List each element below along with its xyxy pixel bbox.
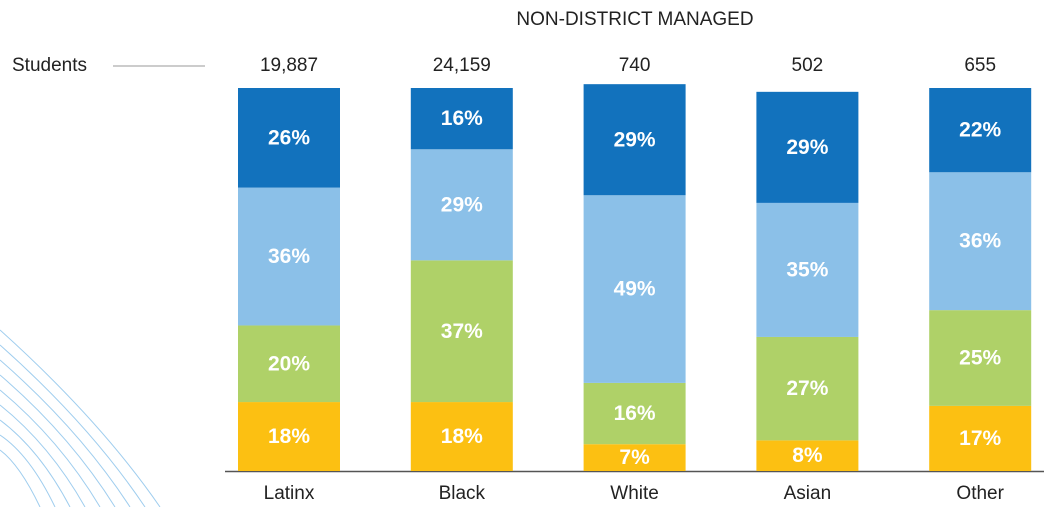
data-label: 7% — [619, 446, 650, 469]
data-label: 29% — [786, 136, 828, 159]
bar-segment — [756, 91, 859, 203]
x-tick-label: Other — [956, 483, 1004, 504]
data-label: 36% — [268, 245, 310, 268]
bar-segment — [756, 202, 859, 337]
decoration — [0, 329, 161, 507]
student-count: 655 — [964, 55, 996, 76]
student-count: 19,887 — [260, 55, 318, 76]
data-label: 35% — [786, 258, 828, 281]
data-label: 18% — [441, 425, 483, 448]
student-count: 502 — [792, 55, 824, 76]
bar-segment — [410, 260, 513, 403]
bar-segment — [410, 88, 513, 150]
bar-segment — [238, 402, 340, 471]
data-label: 16% — [441, 107, 483, 130]
bar-segment — [756, 440, 859, 471]
bar-segment — [583, 195, 686, 383]
data-label: 29% — [614, 128, 656, 151]
bar-segment — [238, 187, 340, 326]
chart-title: NON-DISTRICT MANAGED — [516, 9, 753, 30]
data-label: 18% — [268, 425, 310, 448]
bar-segment — [929, 310, 1032, 406]
bar-segment — [410, 402, 513, 471]
bar-segment — [583, 382, 686, 445]
data-label: 49% — [614, 278, 656, 301]
data-label: 29% — [441, 193, 483, 216]
bar-segment — [583, 444, 686, 471]
x-tick-label: Asian — [784, 483, 832, 504]
data-label: 16% — [614, 402, 656, 425]
x-tick-label: White — [610, 483, 659, 504]
data-label: 27% — [786, 377, 828, 400]
x-tick-label: Black — [439, 483, 486, 504]
bar-segment — [238, 88, 340, 188]
data-label: 8% — [792, 444, 823, 467]
data-label: 22% — [959, 119, 1001, 142]
data-label: 17% — [959, 427, 1001, 450]
student-count: 24,159 — [433, 55, 491, 76]
data-label: 26% — [268, 126, 310, 149]
bar-segment — [929, 88, 1032, 173]
student-count: 740 — [619, 55, 651, 76]
bar-segment — [929, 172, 1032, 311]
row-label: Students — [12, 55, 87, 76]
data-label: 25% — [959, 347, 1001, 370]
bar-segment — [929, 405, 1032, 471]
data-label: 37% — [441, 320, 483, 343]
bar-segment — [410, 149, 513, 261]
data-label: 20% — [268, 352, 310, 375]
bar-segment — [756, 336, 859, 441]
data-label: 36% — [959, 230, 1001, 253]
bar-segment — [583, 84, 686, 196]
bar-segment — [238, 325, 340, 403]
x-tick-label: Latinx — [264, 483, 315, 504]
